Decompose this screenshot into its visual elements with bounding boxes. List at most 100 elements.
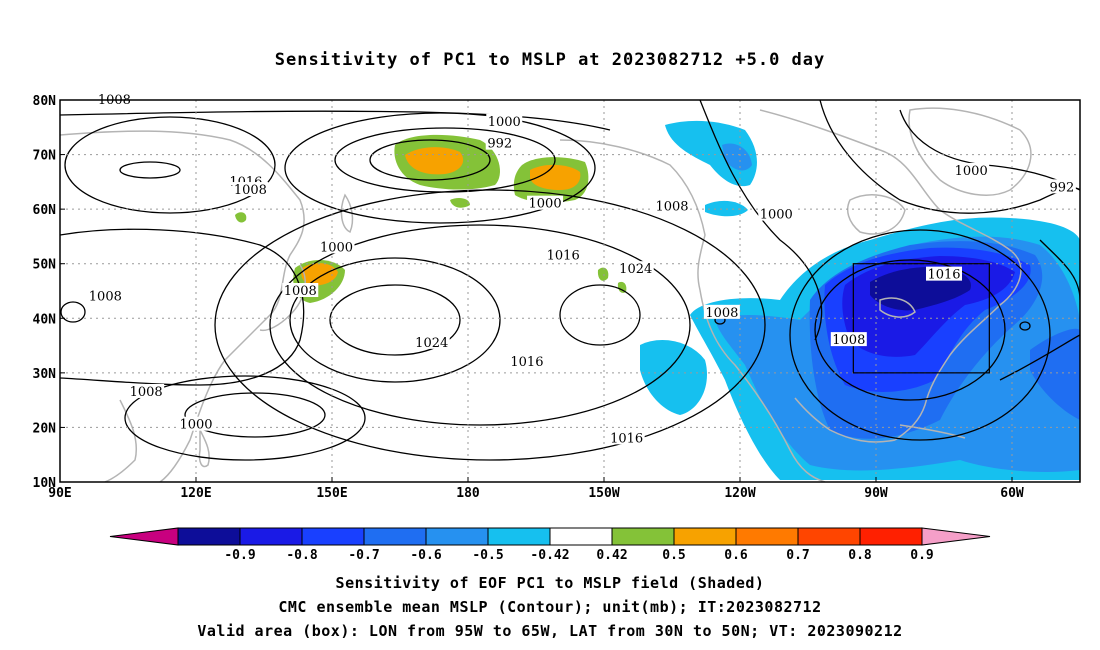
colorbar-segment [487, 527, 551, 546]
contour-label-bg [282, 283, 319, 297]
contour-label: 1016 [610, 431, 643, 446]
colorbar-label: 0.6 [724, 548, 748, 563]
contour-label: 992 [1049, 180, 1074, 195]
contour-label: 1000 [320, 240, 353, 255]
contour-label: 1024 [619, 262, 652, 277]
gulf-coastline [794, 397, 896, 443]
contour-label-bg [486, 113, 523, 128]
philippines-coastline [198, 429, 210, 468]
contour-label-bg [1047, 179, 1076, 194]
colorbar-segment [859, 527, 923, 546]
mslp-contour [64, 116, 276, 214]
mslp-contour [60, 228, 305, 386]
lon-tick-label: 120W [724, 486, 755, 501]
colorbar-segment [673, 527, 737, 546]
mslp-contour [999, 334, 1080, 381]
lat-tick-label: 10N [33, 476, 57, 491]
contour-label-bg [617, 261, 654, 276]
contour-label-bg [178, 416, 214, 431]
lon-tick-label: 120E [180, 486, 211, 501]
colorbar-label: -0.6 [410, 548, 441, 563]
lon-tick-label: 150E [316, 486, 347, 501]
contour-label: 1000 [488, 115, 521, 130]
lat-tick-label: 80N [33, 94, 57, 109]
contour-label-bg [545, 247, 582, 262]
shading-layer [235, 120, 1080, 480]
positive-sensitivity-area [301, 263, 338, 286]
mslp-contour [60, 110, 611, 131]
positive-sensitivity-area [450, 197, 470, 208]
canada-coastline [759, 109, 1022, 306]
positive-sensitivity-area [405, 147, 464, 175]
contour-label: 1008 [234, 183, 267, 198]
plot-frame [59, 99, 1081, 483]
lat-tick-label: 60N [33, 203, 57, 218]
mslp-contour [60, 301, 86, 323]
mslp-contour [289, 257, 501, 383]
positive-sensitivity-area [235, 212, 247, 223]
mslp-contour [119, 161, 181, 179]
contour-label: 1000 [179, 418, 212, 433]
caption-line-2: CMC ensemble mean MSLP (Contour); unit(m… [278, 598, 822, 616]
mslp-contour [1019, 321, 1031, 331]
colorbar-label: 0.8 [848, 548, 872, 563]
great-lakes-coastline [879, 297, 916, 318]
contour-label: 1008 [130, 385, 163, 400]
contour-label: 1016 [547, 249, 580, 264]
colorbar-label: -0.9 [224, 548, 255, 563]
lon-tick-label: 90E [48, 486, 71, 501]
contour-label: 1000 [760, 208, 793, 223]
mslp-contour [699, 100, 823, 341]
negative-sensitivity-area [1030, 328, 1080, 420]
contour-label-bg [318, 239, 355, 254]
colorbar-label: 0.5 [662, 548, 685, 563]
colorbar-segment [425, 527, 489, 546]
contour-label: 992 [487, 137, 512, 152]
contour-label-bg [926, 266, 962, 281]
contour-label: 1000 [955, 164, 988, 179]
east-coast-usa [894, 304, 1001, 441]
negative-sensitivity-area [640, 340, 708, 415]
contour-label: 1008 [89, 289, 122, 304]
longitude-ticks: 90E 120E 150E 180 150W 120W 90W 60W [48, 477, 1024, 501]
lat-tick-label: 40N [33, 312, 57, 327]
contour-label-bg [758, 206, 795, 221]
negative-sensitivity-area [705, 200, 748, 217]
colorbar-segment [301, 527, 365, 546]
contour-labels: 1008 1000 992 1016 1008 1000 1008 1000 1000 992 10… [87, 92, 1076, 446]
lon-tick-label: 60W [1000, 486, 1024, 501]
colorbar-segment [239, 527, 303, 546]
contour-label: 1008 [705, 306, 738, 321]
contour-label-bg [96, 92, 133, 106]
contour-label-bg [87, 288, 124, 303]
positive-sensitivity-area [617, 281, 627, 293]
colorbar-label: -0.8 [286, 548, 317, 563]
contour-label: 1000 [529, 197, 562, 212]
lat-tick-label: 50N [33, 258, 57, 273]
contour-label-bg [508, 353, 545, 368]
contour-label-bg [654, 198, 690, 213]
mslp-contour [559, 284, 641, 346]
lat-tick-label: 70N [33, 149, 57, 164]
mslp-contour [124, 375, 366, 461]
lon-tick-label: 90W [864, 486, 888, 501]
contour-label-bg [232, 182, 269, 197]
contour-label: 1024 [415, 336, 448, 351]
colorbar-high-extension [921, 527, 991, 546]
mslp-contour [184, 392, 326, 438]
mslp-contour [369, 139, 491, 181]
contour-label: 1016 [510, 355, 543, 370]
north-america-coastline [699, 289, 826, 482]
kamchatka-coastline [340, 193, 354, 234]
colorbar-label: -0.7 [348, 548, 379, 563]
contour-label: 1008 [284, 284, 317, 299]
map-title: Sensitivity of PC1 to MSLP at 2023082712… [274, 50, 826, 70]
lon-tick-label: 150W [588, 486, 619, 501]
colorbar-label: -0.5 [472, 548, 503, 563]
negative-sensitivity-area [665, 120, 757, 187]
colorbar-segment [363, 527, 427, 546]
gridlines [60, 100, 1080, 482]
alaska-coastline [559, 139, 706, 291]
colorbar-segment [797, 527, 861, 546]
